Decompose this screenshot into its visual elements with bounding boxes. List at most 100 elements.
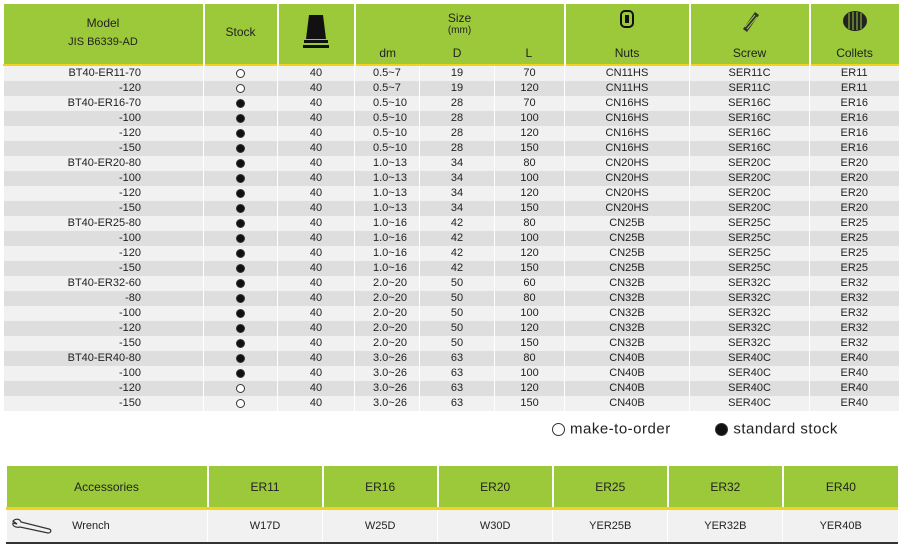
d-cell: 50 — [419, 336, 495, 351]
collet-size-header: ER11 — [206, 466, 323, 509]
model-cell: -80 — [3, 291, 204, 306]
nut-cell: CN25B — [564, 231, 690, 246]
collet-size-header: ER16 — [321, 466, 438, 509]
model-cell: -120 — [3, 126, 204, 141]
screw-cell: SER25C — [689, 216, 810, 231]
screw-cell: SER32C — [689, 306, 810, 321]
d-cell: 63 — [419, 381, 495, 396]
nut-cell: CN11HS — [564, 65, 690, 81]
dm-cell: 1.0~13 — [354, 156, 420, 171]
taper-cell: 40 — [277, 141, 355, 156]
screw-cell: SER32C — [689, 291, 810, 306]
standard-stock-icon — [236, 323, 245, 333]
screw-cell: SER40C — [689, 366, 810, 381]
dm-cell: 1.0~16 — [354, 216, 420, 231]
taper-cell: 40 — [277, 336, 355, 351]
table-row: BT40-ER16-70 40 0.5~10 28 70 CN16HS SER16C ER16 — [3, 96, 899, 111]
nut-cell: CN40B — [564, 381, 690, 396]
screw-cell: SER11C — [689, 81, 810, 96]
l-cell: 120 — [493, 186, 565, 201]
d-cell: 50 — [419, 306, 495, 321]
standard-stock-icon — [236, 188, 245, 198]
wrench-code: W17D — [206, 508, 323, 544]
l-cell: 120 — [493, 381, 565, 396]
d-cell: 42 — [419, 246, 495, 261]
stock-cell — [203, 351, 278, 366]
screw-cell: SER32C — [689, 321, 810, 336]
l-cell: 80 — [493, 291, 565, 306]
collet-cell: ER32 — [809, 291, 899, 306]
accessories-header-row: Accessories ER11 ER16 ER20 ER25 ER32 ER40 — [6, 466, 898, 509]
l-cell: 150 — [493, 396, 565, 411]
wrench-code: W25D — [322, 508, 438, 544]
screw-cell: SER40C — [689, 381, 810, 396]
collets-header: Collets — [808, 4, 899, 65]
accessories-header: Accessories — [6, 466, 208, 509]
screw-header: Screw — [688, 4, 810, 65]
collet-size-header: ER20 — [436, 466, 553, 509]
standard-stock-icon — [236, 113, 245, 123]
dm-cell: 2.0~20 — [354, 336, 420, 351]
table-row: BT40-ER40-80 40 3.0~26 63 80 CN40B SER40C ER40 — [3, 351, 899, 366]
wrench-icon — [12, 518, 52, 534]
standard-label: JIS B6339-AD — [68, 36, 138, 48]
d-cell: 28 — [419, 126, 495, 141]
stock-cell — [203, 336, 278, 351]
wrench-code: YER40B — [782, 508, 898, 544]
taper-cell: 40 — [277, 156, 355, 171]
nut-cell: CN11HS — [564, 81, 690, 96]
table-row: -100 40 3.0~26 63 100 CN40B SER40C ER40 — [3, 366, 899, 381]
screw-cell: SER16C — [689, 96, 810, 111]
model-cell: BT40-ER25-80 — [3, 216, 204, 231]
l-cell: 100 — [493, 111, 565, 126]
nut-cell: CN16HS — [564, 126, 690, 141]
nuts-header: Nuts — [563, 4, 690, 65]
standard-stock-icon — [236, 353, 245, 363]
make-to-order-icon — [236, 398, 245, 408]
model-cell: -120 — [3, 81, 204, 96]
l-cell: 120 — [493, 321, 565, 336]
l-cell: 120 — [493, 81, 565, 96]
dm-cell: 1.0~16 — [354, 231, 420, 246]
nuts-label: Nuts — [614, 46, 640, 60]
standard-stock-icon — [236, 143, 245, 153]
collet-cell: ER20 — [809, 171, 899, 186]
stock-cell — [203, 381, 278, 396]
dm-cell: 1.0~16 — [354, 261, 420, 276]
table-row: -120 40 1.0~13 34 120 CN20HS SER20C ER20 — [3, 186, 899, 201]
d-cell: 34 — [419, 171, 495, 186]
header-row: Model JIS B6339-AD Stock Size (mm) dm D L N… — [3, 4, 899, 65]
collet-icon — [842, 11, 867, 31]
wrench-code: YER32B — [667, 508, 783, 544]
screw-cell: SER20C — [689, 171, 810, 186]
nut-cell: CN32B — [564, 321, 690, 336]
screw-cell: SER16C — [689, 126, 810, 141]
taper-cell: 40 — [277, 201, 355, 216]
table-row: -120 40 0.5~7 19 120 CN11HS SER11C ER11 — [3, 81, 899, 96]
collets-label: Collets — [836, 46, 873, 60]
screw-cell: SER32C — [689, 336, 810, 351]
collet-cell: ER16 — [809, 141, 899, 156]
model-cell: -100 — [3, 111, 204, 126]
l-cell: 150 — [493, 201, 565, 216]
taper-cell: 40 — [277, 366, 355, 381]
taper-cell: 40 — [277, 321, 355, 336]
l-header: L — [525, 46, 533, 60]
l-cell: 150 — [493, 141, 565, 156]
collet-cell: ER40 — [809, 351, 899, 366]
nut-cell: CN20HS — [564, 171, 690, 186]
collet-cell: ER32 — [809, 306, 899, 321]
model-cell: -100 — [3, 231, 204, 246]
standard-stock-icon — [715, 422, 729, 436]
screw-cell: SER11C — [689, 65, 810, 81]
screw-cell: SER16C — [689, 111, 810, 126]
dm-cell: 1.0~13 — [354, 171, 420, 186]
d-cell: 63 — [419, 366, 495, 381]
nut-cell: CN16HS — [564, 141, 690, 156]
collet-cell: ER25 — [809, 261, 899, 276]
taper-cell: 40 — [277, 65, 355, 81]
collet-cell: ER20 — [809, 201, 899, 216]
d-cell: 42 — [419, 231, 495, 246]
dm-cell: 2.0~20 — [354, 291, 420, 306]
model-cell: -150 — [3, 201, 204, 216]
